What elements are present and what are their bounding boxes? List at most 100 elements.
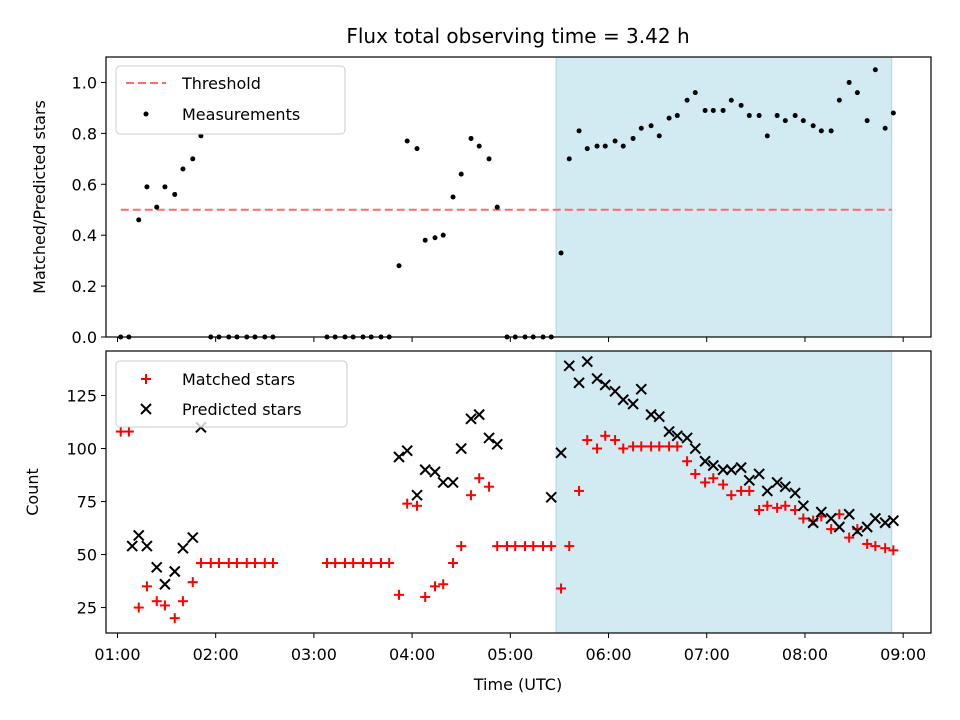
- predicted-marker-b: [429, 466, 441, 478]
- measurement-point: [576, 128, 582, 134]
- measurement-point: [602, 143, 608, 149]
- x-tick-label: 05:00: [487, 645, 533, 664]
- predicted-star-point: [141, 540, 153, 552]
- measurement-point: [154, 204, 160, 210]
- predicted-marker-b: [141, 540, 153, 552]
- matched-star-point: [402, 498, 413, 509]
- measurement-point: [692, 90, 698, 96]
- predicted-marker-b: [465, 413, 477, 425]
- matched-star-point: [564, 541, 575, 552]
- matched-star-point: [133, 602, 144, 613]
- measurement-point: [674, 113, 680, 119]
- measurement-point: [594, 143, 600, 149]
- observing-window-rect: [555, 350, 893, 634]
- bottom-panel: 25 50 75 100 125 01:00 02:00 03:00 04:00 05:00 06…: [23, 350, 932, 694]
- predicted-marker-b: [743, 474, 756, 487]
- top-legend: Threshold Measurements: [115, 65, 346, 135]
- matched-star-point: [618, 443, 629, 454]
- measurement-point: [756, 113, 762, 119]
- matched-star-point: [546, 541, 557, 552]
- x-tick-label: 09:00: [880, 645, 926, 664]
- measurement-point: [396, 263, 402, 269]
- matched-star-point: [798, 513, 809, 524]
- matched-star-point: [610, 435, 621, 446]
- matched-star-point: [654, 441, 665, 452]
- predicted-marker-b: [635, 383, 647, 395]
- predicted-marker-b: [851, 525, 864, 537]
- top-y-axis-label: Matched/Predicted stars: [30, 100, 49, 294]
- predicted-star-point: [126, 540, 138, 552]
- measurement-point: [702, 107, 708, 113]
- matched-star-point: [438, 579, 449, 590]
- matched-star-point: [484, 481, 495, 492]
- predicted-marker-b: [177, 542, 189, 554]
- predicted-marker-b: [491, 438, 503, 451]
- measurement-point: [836, 97, 842, 103]
- measurement-point: [810, 123, 816, 129]
- x-tick-label: 01:00: [94, 645, 140, 664]
- observing-window-shade: [555, 56, 893, 338]
- matched-star-point: [690, 468, 701, 479]
- measurements-legend-swatch: [143, 111, 149, 117]
- observing-window-rect: [555, 56, 893, 338]
- predicted-marker-b: [591, 372, 603, 385]
- matched-star-point: [159, 600, 170, 611]
- predicted-marker-b: [411, 489, 423, 501]
- observing-window-shade-bottom: [555, 350, 893, 634]
- predicted-star-point: [789, 487, 801, 499]
- y-tick-label: 50: [77, 546, 97, 565]
- matched-star-point: [762, 500, 773, 511]
- predicted-star-point: [169, 565, 181, 578]
- x-tick-label: 07:00: [684, 645, 730, 664]
- predicted-star-point: [753, 468, 765, 480]
- measurement-point: [846, 79, 852, 85]
- measurement-point: [818, 128, 824, 134]
- predicted-marker-b: [455, 442, 467, 455]
- measurement-point: [684, 97, 690, 103]
- top-legend-box: [115, 65, 346, 135]
- predicted-marker-b: [473, 408, 485, 421]
- predicted-star-point: [771, 476, 783, 489]
- measurement-point: [612, 138, 618, 144]
- matched-star-point: [330, 558, 341, 569]
- y-tick-label: 0.6: [72, 175, 97, 194]
- predicted-star-point: [447, 476, 459, 489]
- predicted-star-point: [545, 491, 557, 504]
- measurement-point: [144, 184, 150, 190]
- bottom-legend: Matched stars Predicted stars: [115, 360, 348, 428]
- predicted-stars-series: [126, 355, 900, 590]
- predicted-marker-b: [447, 476, 459, 489]
- matched-star-point: [780, 500, 791, 511]
- predicted-star-point: [581, 355, 593, 368]
- y-tick-label: 0.2: [72, 277, 97, 296]
- predicted-marker-b: [797, 500, 810, 512]
- predicted-marker-b: [843, 508, 855, 520]
- predicted-marker-b: [887, 514, 900, 527]
- measurement-point: [764, 133, 770, 139]
- matched-star-point: [844, 532, 855, 543]
- predicted-star-point: [455, 442, 467, 455]
- predicted-marker-b: [815, 506, 828, 518]
- measurement-point: [172, 191, 178, 197]
- measurement-point: [422, 237, 428, 243]
- y-tick-label: 0.0: [72, 328, 97, 347]
- x-axis-label: Time (UTC): [473, 675, 562, 694]
- predicted-star-point: [707, 459, 719, 472]
- predicted-marker-b: [663, 425, 675, 438]
- x-tick-label: 04:00: [389, 645, 435, 664]
- predicted-marker-b: [645, 408, 657, 421]
- measurement-point: [414, 146, 420, 152]
- measurement-point: [494, 204, 500, 210]
- measurement-point: [620, 143, 626, 149]
- predicted-marker-b: [401, 444, 413, 457]
- matched-star-point: [267, 558, 278, 569]
- predicted-star-point: [429, 466, 441, 478]
- predicted-star-point: [465, 413, 477, 425]
- predicted-marker-b: [761, 485, 774, 497]
- predicted-marker-b: [689, 442, 701, 455]
- predicted-marker-b: [879, 517, 891, 529]
- predicted-star-point: [617, 394, 629, 406]
- predicted-marker-b: [483, 432, 495, 444]
- predicted-star-point: [133, 529, 145, 542]
- matched-star-point: [708, 473, 719, 484]
